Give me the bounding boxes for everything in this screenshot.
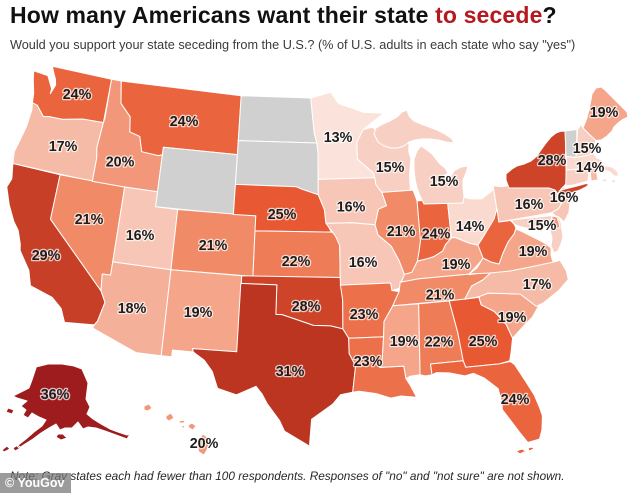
svg-text:19%: 19% [519, 244, 548, 260]
svg-text:21%: 21% [199, 238, 228, 254]
svg-text:20%: 20% [190, 436, 219, 452]
svg-text:17%: 17% [523, 277, 552, 293]
svg-text:16%: 16% [515, 197, 544, 213]
svg-text:21%: 21% [387, 224, 416, 240]
svg-text:25%: 25% [469, 334, 498, 350]
svg-text:28%: 28% [538, 153, 567, 169]
svg-text:16%: 16% [349, 255, 378, 271]
svg-text:19%: 19% [390, 334, 419, 350]
svg-text:19%: 19% [590, 105, 619, 121]
svg-text:24%: 24% [422, 227, 451, 243]
svg-text:23%: 23% [354, 354, 383, 370]
svg-text:16%: 16% [337, 200, 366, 216]
svg-text:15%: 15% [376, 160, 405, 176]
svg-text:14%: 14% [576, 160, 605, 176]
svg-text:19%: 19% [184, 305, 213, 321]
svg-text:22%: 22% [425, 335, 454, 351]
svg-text:20%: 20% [106, 155, 135, 171]
svg-text:23%: 23% [350, 307, 379, 323]
svg-text:15%: 15% [528, 218, 557, 234]
svg-text:21%: 21% [426, 288, 455, 304]
svg-text:19%: 19% [498, 310, 527, 326]
svg-text:24%: 24% [501, 392, 530, 408]
svg-text:18%: 18% [118, 301, 147, 317]
svg-text:25%: 25% [268, 207, 297, 223]
svg-text:29%: 29% [32, 248, 61, 264]
svg-text:15%: 15% [430, 174, 459, 190]
svg-text:15%: 15% [573, 141, 602, 157]
svg-text:21%: 21% [75, 212, 104, 228]
svg-text:36%: 36% [41, 387, 70, 403]
svg-text:13%: 13% [324, 130, 353, 146]
svg-text:17%: 17% [49, 139, 78, 155]
svg-text:28%: 28% [292, 299, 321, 315]
svg-text:24%: 24% [170, 114, 199, 130]
svg-text:19%: 19% [442, 257, 471, 273]
svg-text:16%: 16% [126, 228, 155, 244]
svg-text:24%: 24% [63, 87, 92, 103]
svg-text:22%: 22% [282, 254, 311, 270]
svg-text:31%: 31% [276, 364, 305, 380]
svg-text:16%: 16% [550, 190, 579, 206]
svg-text:14%: 14% [456, 219, 485, 235]
